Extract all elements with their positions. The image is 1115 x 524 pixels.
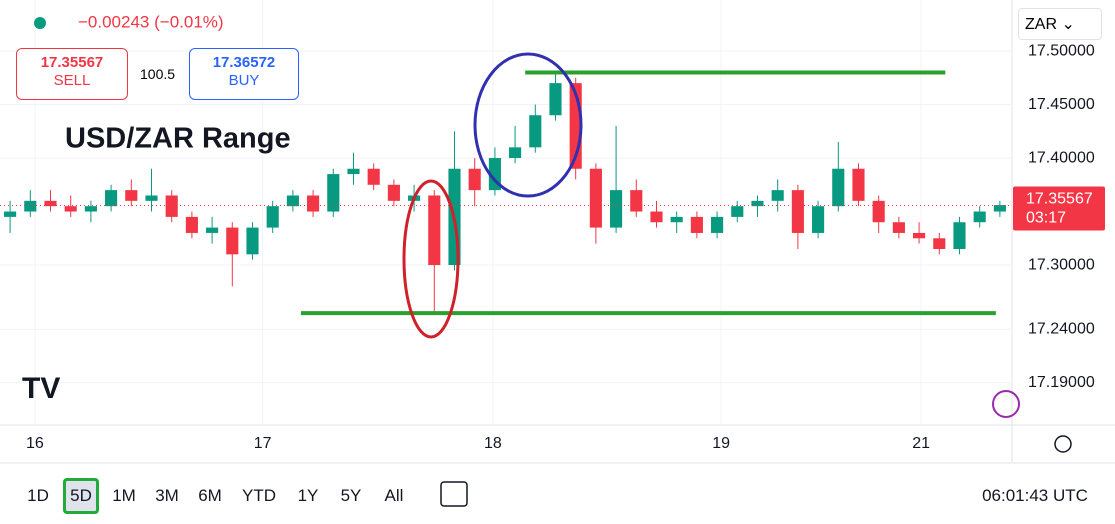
candle-body xyxy=(64,206,77,212)
range-button[interactable]: All xyxy=(384,486,404,505)
countdown-label: 03:17 xyxy=(1026,210,1066,227)
logo: TV xyxy=(22,372,60,405)
candle-body xyxy=(185,216,198,233)
date-range-icon[interactable] xyxy=(440,481,468,507)
candle-body xyxy=(145,195,158,201)
candle-body xyxy=(630,190,643,212)
price-change: −0.00243 (−0.01%) xyxy=(78,12,224,31)
candle-body xyxy=(892,222,905,233)
y-tick-label: 17.30000 xyxy=(1028,256,1095,273)
candle-body xyxy=(367,168,380,185)
candle-body xyxy=(731,206,744,217)
candle-body xyxy=(509,147,522,159)
y-tick-label: 17.50000 xyxy=(1028,42,1095,59)
candle-body xyxy=(4,211,17,217)
chart-title: USD/ZAR Range xyxy=(65,123,291,155)
candle-body xyxy=(307,195,320,212)
candle-body xyxy=(468,168,481,191)
range-button[interactable]: 1D xyxy=(27,486,49,505)
buy-button[interactable]: 17.36572 BUY xyxy=(189,48,299,100)
candle-body xyxy=(266,206,279,228)
x-tick-label: 19 xyxy=(712,435,730,452)
y-tick-label: 17.19000 xyxy=(1028,374,1095,391)
y-tick-label: 17.40000 xyxy=(1028,149,1095,166)
sell-price: 17.35567 xyxy=(40,54,104,71)
annotation-ellipse xyxy=(402,179,460,339)
candle-body xyxy=(650,211,663,223)
x-tick-label: 18 xyxy=(484,435,502,452)
candle-body xyxy=(165,195,178,217)
y-tick-label: 17.24000 xyxy=(1028,320,1095,337)
candle-body xyxy=(549,83,562,116)
candle-body xyxy=(872,200,885,223)
x-tick-label: 16 xyxy=(26,435,44,452)
x-tick-label: 21 xyxy=(912,435,930,452)
last-price-tag xyxy=(1013,186,1105,231)
settings-icon[interactable] xyxy=(1054,435,1072,453)
status-dot xyxy=(34,17,46,29)
candle-body xyxy=(751,200,764,207)
candle-body xyxy=(529,115,542,148)
candle-body xyxy=(246,227,259,255)
clock: 06:01:43 UTC xyxy=(982,486,1088,505)
candle-body xyxy=(933,238,946,249)
candle-body xyxy=(24,200,37,212)
last-price-label: 17.35567 xyxy=(1026,191,1093,208)
candle-body xyxy=(226,227,239,255)
candle-body xyxy=(953,222,966,249)
candle-body xyxy=(387,184,400,201)
candle-body xyxy=(84,206,97,212)
candle-body xyxy=(852,168,865,201)
candle-body xyxy=(832,168,845,207)
currency-select[interactable]: ZAR ⌄ xyxy=(1018,8,1102,40)
currency: ZAR xyxy=(1025,16,1057,33)
candle-body xyxy=(347,168,360,175)
candle-body xyxy=(791,190,804,233)
candle-body xyxy=(125,190,138,201)
range-button[interactable]: 5D xyxy=(63,478,99,514)
range-button[interactable]: YTD xyxy=(242,486,276,505)
candle-body xyxy=(44,200,57,207)
candle-body xyxy=(690,216,703,233)
range-button[interactable]: 5Y xyxy=(340,486,362,505)
y-tick-label: 17.45000 xyxy=(1028,96,1095,113)
candle-body xyxy=(670,216,683,223)
candle-body xyxy=(327,174,340,212)
sell-button[interactable]: 17.35567 SELL xyxy=(16,48,128,100)
spread: 100.5 xyxy=(140,66,176,82)
candle-body xyxy=(913,232,926,239)
range-button[interactable]: 6M xyxy=(198,486,222,505)
range-button[interactable]: 1M xyxy=(112,486,136,505)
candle-body xyxy=(105,190,118,207)
annotation-ellipse xyxy=(473,52,583,198)
buy-price: 17.36572 xyxy=(212,54,276,71)
candle-body xyxy=(771,190,784,201)
alert-icon[interactable] xyxy=(992,390,1020,418)
range-button[interactable]: 3M xyxy=(155,486,179,505)
candle-body xyxy=(610,190,623,228)
candle-body xyxy=(206,227,219,233)
candle-body xyxy=(973,211,986,223)
plot: 17.50000 17.45000 17.40000 17.30000 17.24000… xyxy=(0,0,1105,452)
range-button[interactable]: 1Y xyxy=(297,486,319,505)
candle-body xyxy=(286,195,299,207)
candle-body xyxy=(428,195,441,266)
candle-body xyxy=(812,206,825,233)
x-tick-label: 17 xyxy=(254,435,272,452)
candle-body xyxy=(589,168,602,228)
candle-body xyxy=(993,205,1006,212)
candle-body xyxy=(711,216,724,233)
buy-label: BUY xyxy=(228,72,260,89)
sell-label: SELL xyxy=(53,72,91,89)
